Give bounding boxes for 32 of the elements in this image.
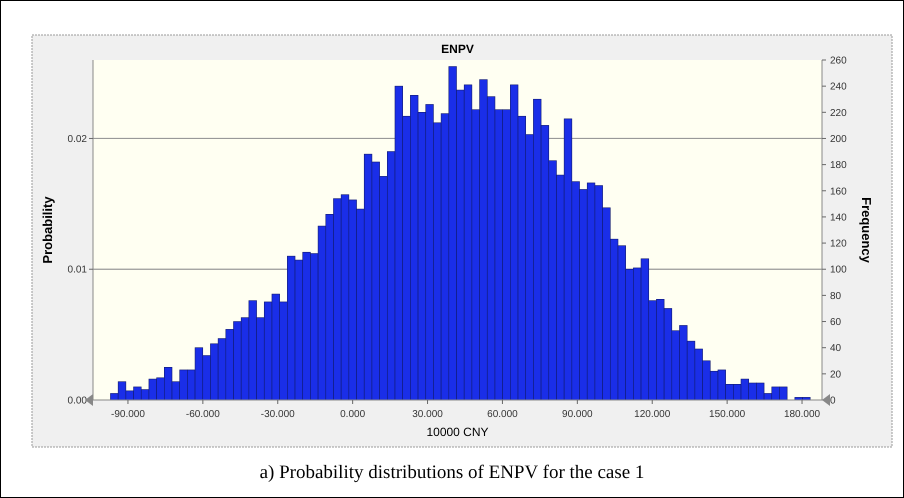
x-tick-label: -90.000 [110, 409, 146, 420]
x-tick-label: 60.000 [487, 409, 518, 420]
y2-tick-label: 200 [830, 134, 848, 145]
x-tick-label: -60.000 [186, 409, 220, 420]
y2-tick-label: 80 [830, 290, 842, 302]
y2-tick-label: 220 [830, 108, 848, 119]
x-tick-label: -30.000 [260, 409, 296, 420]
y2-tick-label: 60 [830, 317, 842, 328]
x-axis-title: 10000 CNY [426, 425, 489, 439]
y2-tick-label: 120 [830, 238, 848, 250]
y2-tick-label: 260 [830, 56, 848, 66]
y-tick-label: 0.01 [68, 264, 88, 276]
y2-tick-label: 20 [830, 369, 842, 380]
x-tick-label: 0.000 [340, 409, 366, 420]
chart-title: ENPV [441, 42, 474, 56]
y2-tick-label: 240 [830, 82, 848, 93]
text: a) Probability distributions of ENPV for the case 1 [260, 462, 644, 483]
y-axis-title: Probability [40, 196, 55, 264]
y2-axis-title: Frequency [859, 197, 874, 264]
y2-tick-label: 180 [830, 160, 848, 172]
x-tick-label: 120.000 [634, 409, 671, 420]
y2-tick-label: 0 [830, 396, 836, 406]
y-tick-label: 0.02 [68, 134, 88, 145]
y2-tick-label: 140 [830, 212, 848, 224]
x-tick-label: 150.000 [709, 409, 746, 420]
x-tick-label: 90.000 [562, 409, 594, 420]
x-tick-label: 30.000 [412, 409, 444, 420]
y2-tick-label: 100 [830, 264, 848, 276]
y2-tick-label: 160 [830, 186, 848, 198]
y2-tick-label: 40 [830, 343, 842, 354]
x-tick-label: 180.000 [784, 409, 821, 420]
y-tick-label: 0.00 [68, 396, 88, 406]
